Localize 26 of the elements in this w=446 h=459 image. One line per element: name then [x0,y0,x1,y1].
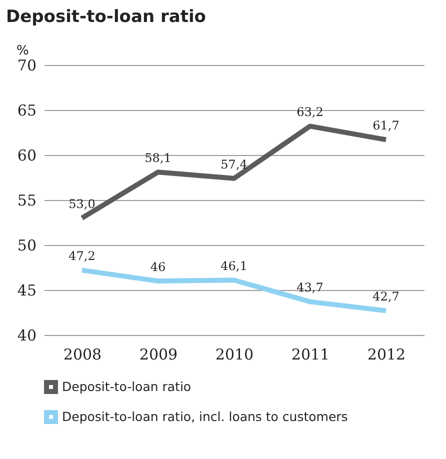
data-label: 46 [150,260,166,274]
x-tick-label: 2010 [215,346,254,364]
data-label: 53,0 [68,197,96,211]
y-tick-label: 55 [17,192,36,210]
y-tick-label: 45 [17,282,36,300]
data-label: 42,7 [372,290,400,304]
chart-title: Deposit-to-loan ratio [6,7,206,27]
data-label: 47,2 [68,249,96,264]
x-tick-label: 2008 [63,346,102,364]
data-label: 57,4 [220,157,248,172]
y-tick-label: 40 [17,326,36,344]
y-tick-label: 65 [17,102,36,120]
legend-label: Deposit-to-loan ratio, incl. loans to customers [62,409,348,424]
y-tick-label: 60 [17,146,36,164]
x-tick-label: 2011 [291,346,330,364]
y-tick-label: 70 [17,56,36,74]
y-axis-title: % [16,44,29,58]
data-label: 46,1 [220,259,248,274]
data-label: 58,1 [144,151,172,166]
data-label: 63,2 [296,105,324,120]
data-label: 61,7 [372,118,400,133]
legend-label: Deposit-to-loan ratio [62,379,192,394]
data-label: 43,7 [296,280,324,295]
y-tick-label: 50 [17,236,36,254]
x-tick-label: 2012 [367,346,406,364]
x-tick-label: 2009 [139,346,178,364]
